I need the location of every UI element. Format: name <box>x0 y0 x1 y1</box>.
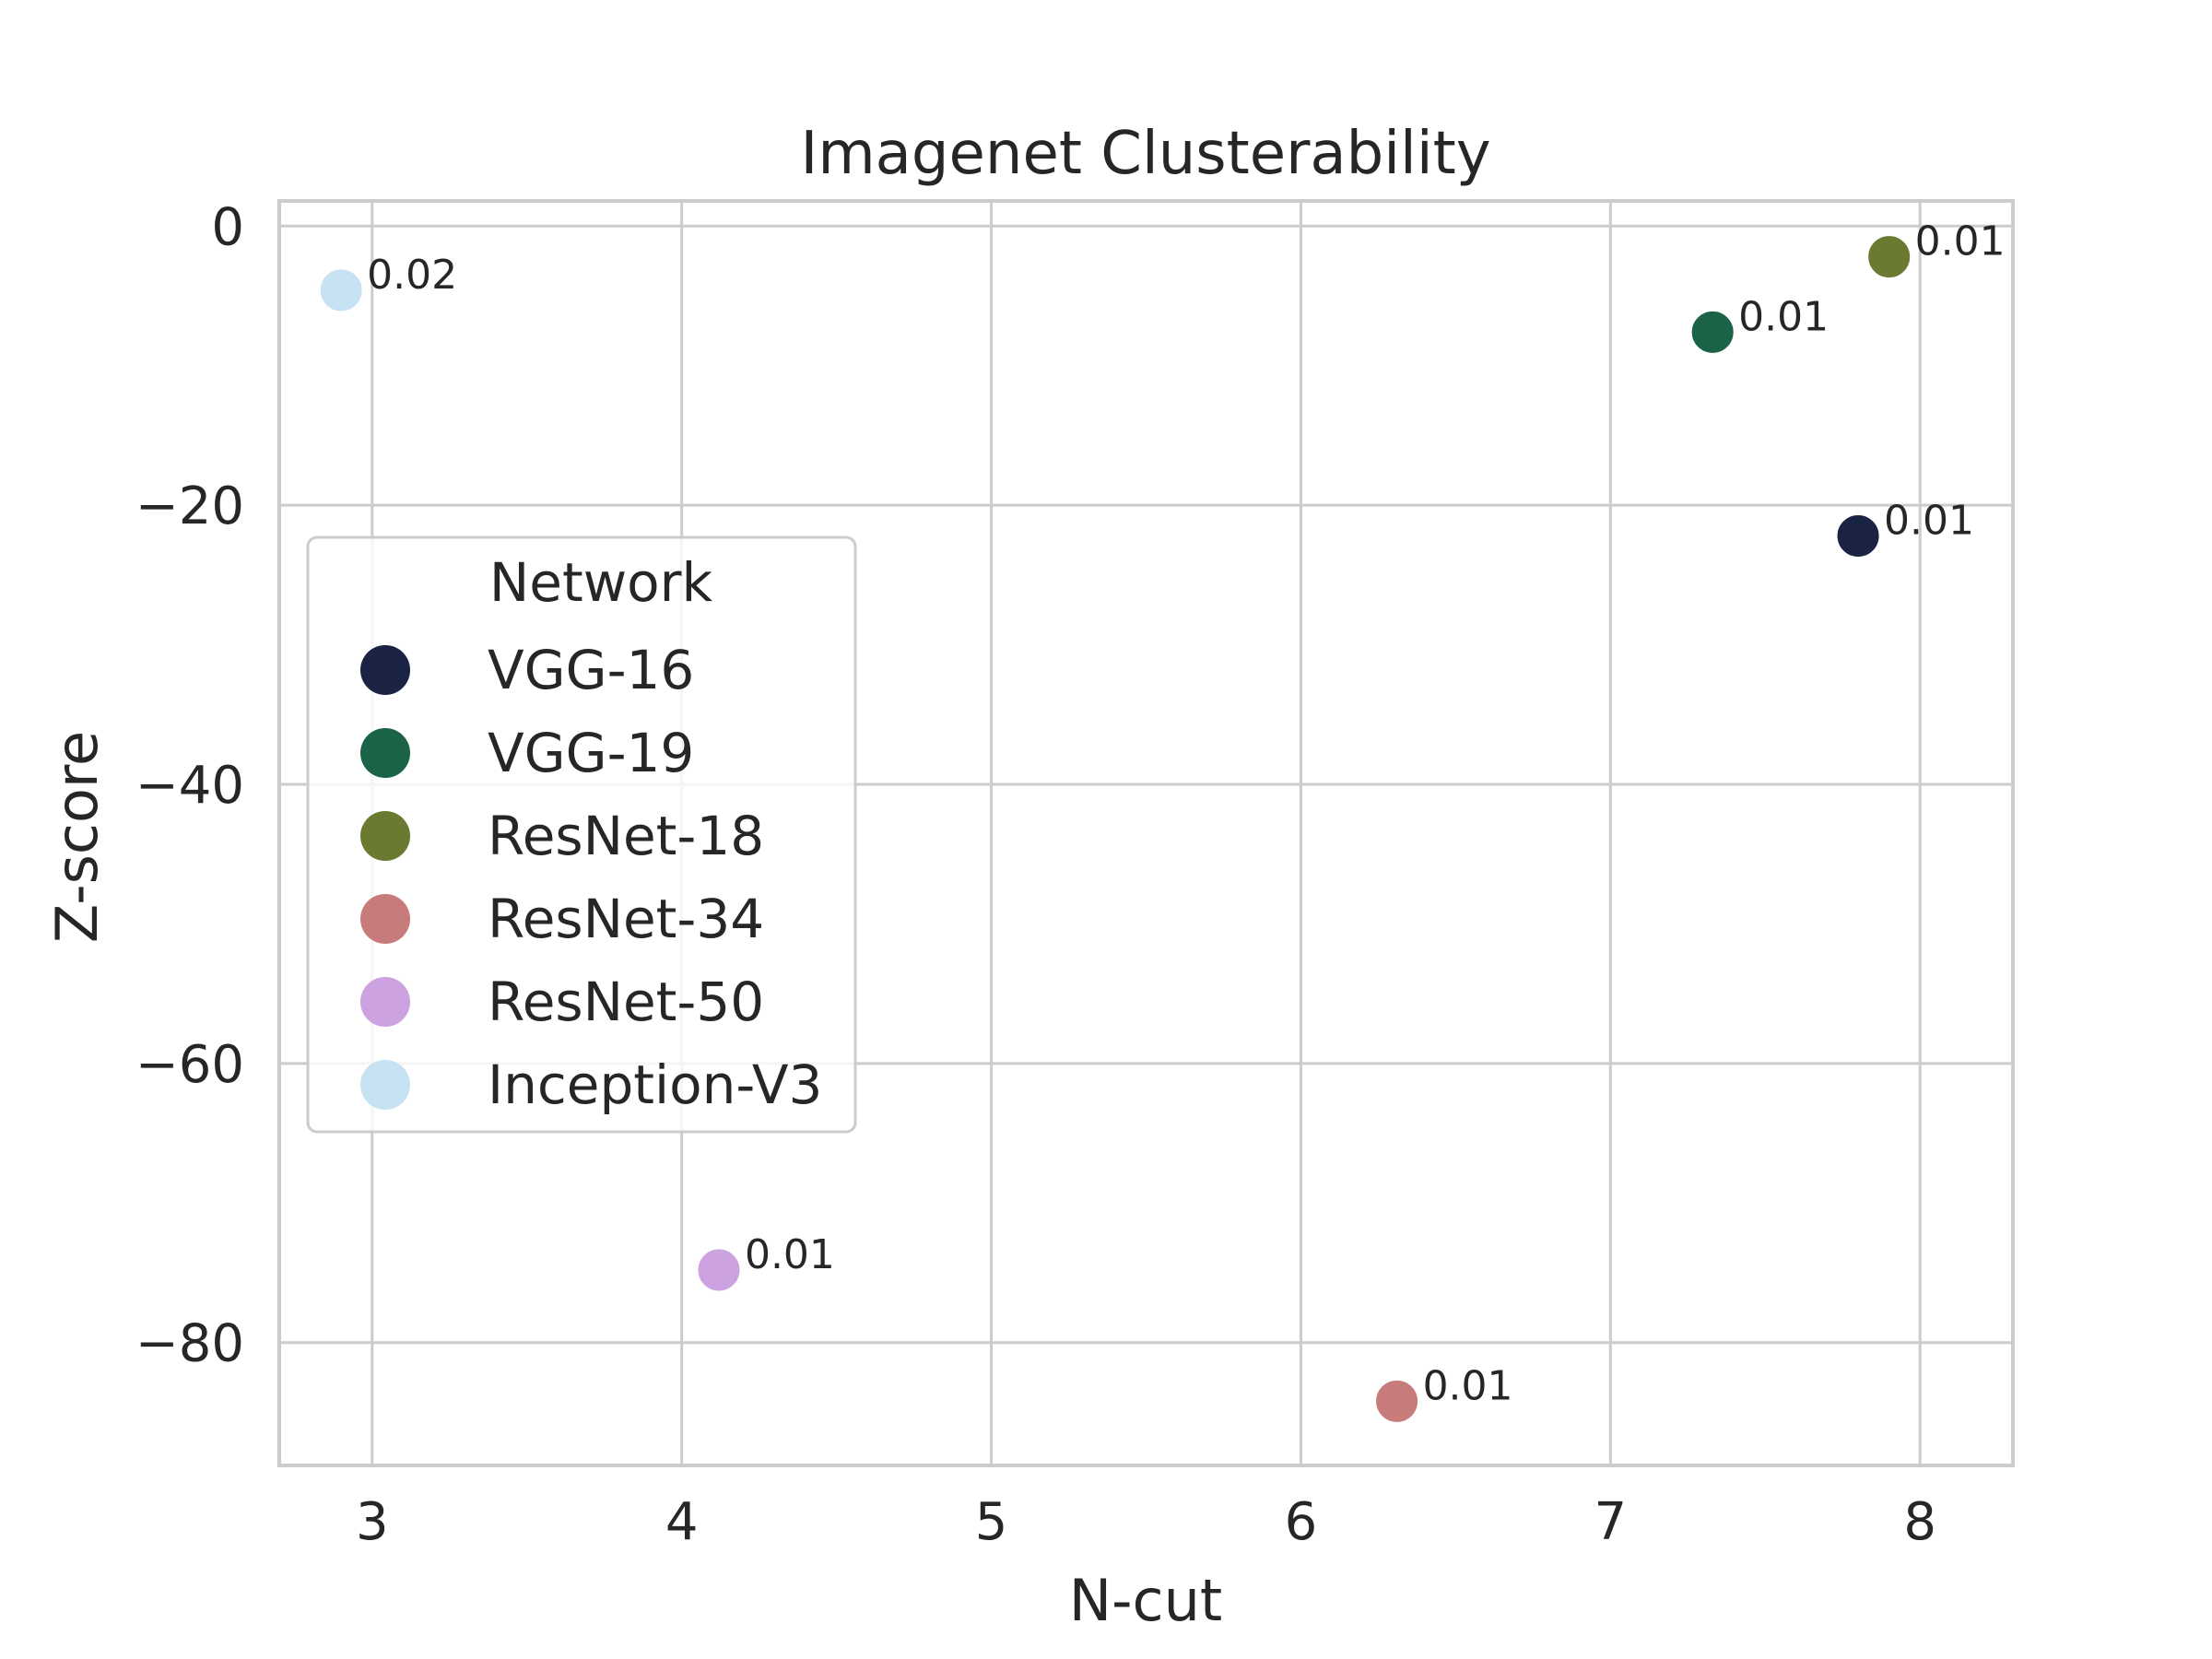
legend-marker <box>360 645 410 695</box>
legend-label: ResNet-50 <box>488 971 764 1033</box>
legend-box <box>306 535 857 1134</box>
y-tick-label: −40 <box>135 756 244 816</box>
data-point <box>1834 512 1882 559</box>
data-labels: 0.01 0.01 0.01 0.01 0.01 0.02 <box>367 218 2005 1410</box>
legend-marker <box>360 1060 410 1110</box>
x-axis-label: N-cut <box>1069 1567 1222 1634</box>
chart-title: Imagenet Clusterability <box>800 120 1490 188</box>
x-tick-label: 5 <box>975 1492 1008 1552</box>
legend-label: ResNet-18 <box>488 805 764 867</box>
legend-marker <box>360 894 410 944</box>
data-points <box>317 233 1913 1425</box>
data-point <box>317 266 365 314</box>
legend: Network VGG-16 VGG-19 ResNet-18 ResNet-34 Re… <box>306 535 857 1134</box>
x-tick-label: 3 <box>356 1492 389 1552</box>
legend-marker <box>360 811 410 861</box>
y-tick-label: −60 <box>135 1035 244 1095</box>
x-tick-label: 4 <box>665 1492 699 1552</box>
y-axis-label: Z-score <box>43 731 111 943</box>
legend-label: VGG-16 <box>488 639 694 701</box>
x-tick-label: 8 <box>1903 1492 1936 1552</box>
data-label: 0.02 <box>367 252 457 299</box>
x-tick-label: 7 <box>1594 1492 1628 1552</box>
legend-title: Network <box>489 551 713 614</box>
legend-items: VGG-16 VGG-19 ResNet-18 ResNet-34 ResNet-50 I… <box>360 639 822 1116</box>
data-label: 0.01 <box>1915 218 2006 265</box>
legend-marker <box>360 977 410 1027</box>
data-label: 0.01 <box>1423 1362 1513 1409</box>
legend-label: ResNet-34 <box>488 888 764 950</box>
x-tick-label: 6 <box>1285 1492 1318 1552</box>
data-point <box>695 1246 743 1294</box>
data-point <box>1373 1377 1421 1425</box>
legend-marker <box>360 728 410 778</box>
data-label: 0.01 <box>1884 497 1974 544</box>
legend-label: Inception-V3 <box>488 1053 822 1116</box>
y-tick-label: −80 <box>135 1314 244 1374</box>
legend-label: VGG-19 <box>488 722 694 784</box>
y-tick-label: 0 <box>211 197 244 257</box>
data-point <box>1688 308 1736 356</box>
plot-frame <box>277 199 2015 1467</box>
data-point <box>1865 233 1913 281</box>
y-tick-label: −20 <box>135 477 244 536</box>
data-label: 0.01 <box>745 1231 835 1278</box>
axis-ticks: 3 4 5 6 7 8 0 −20 −40 −60 −80 <box>135 197 1936 1552</box>
data-label: 0.01 <box>1738 293 1829 340</box>
